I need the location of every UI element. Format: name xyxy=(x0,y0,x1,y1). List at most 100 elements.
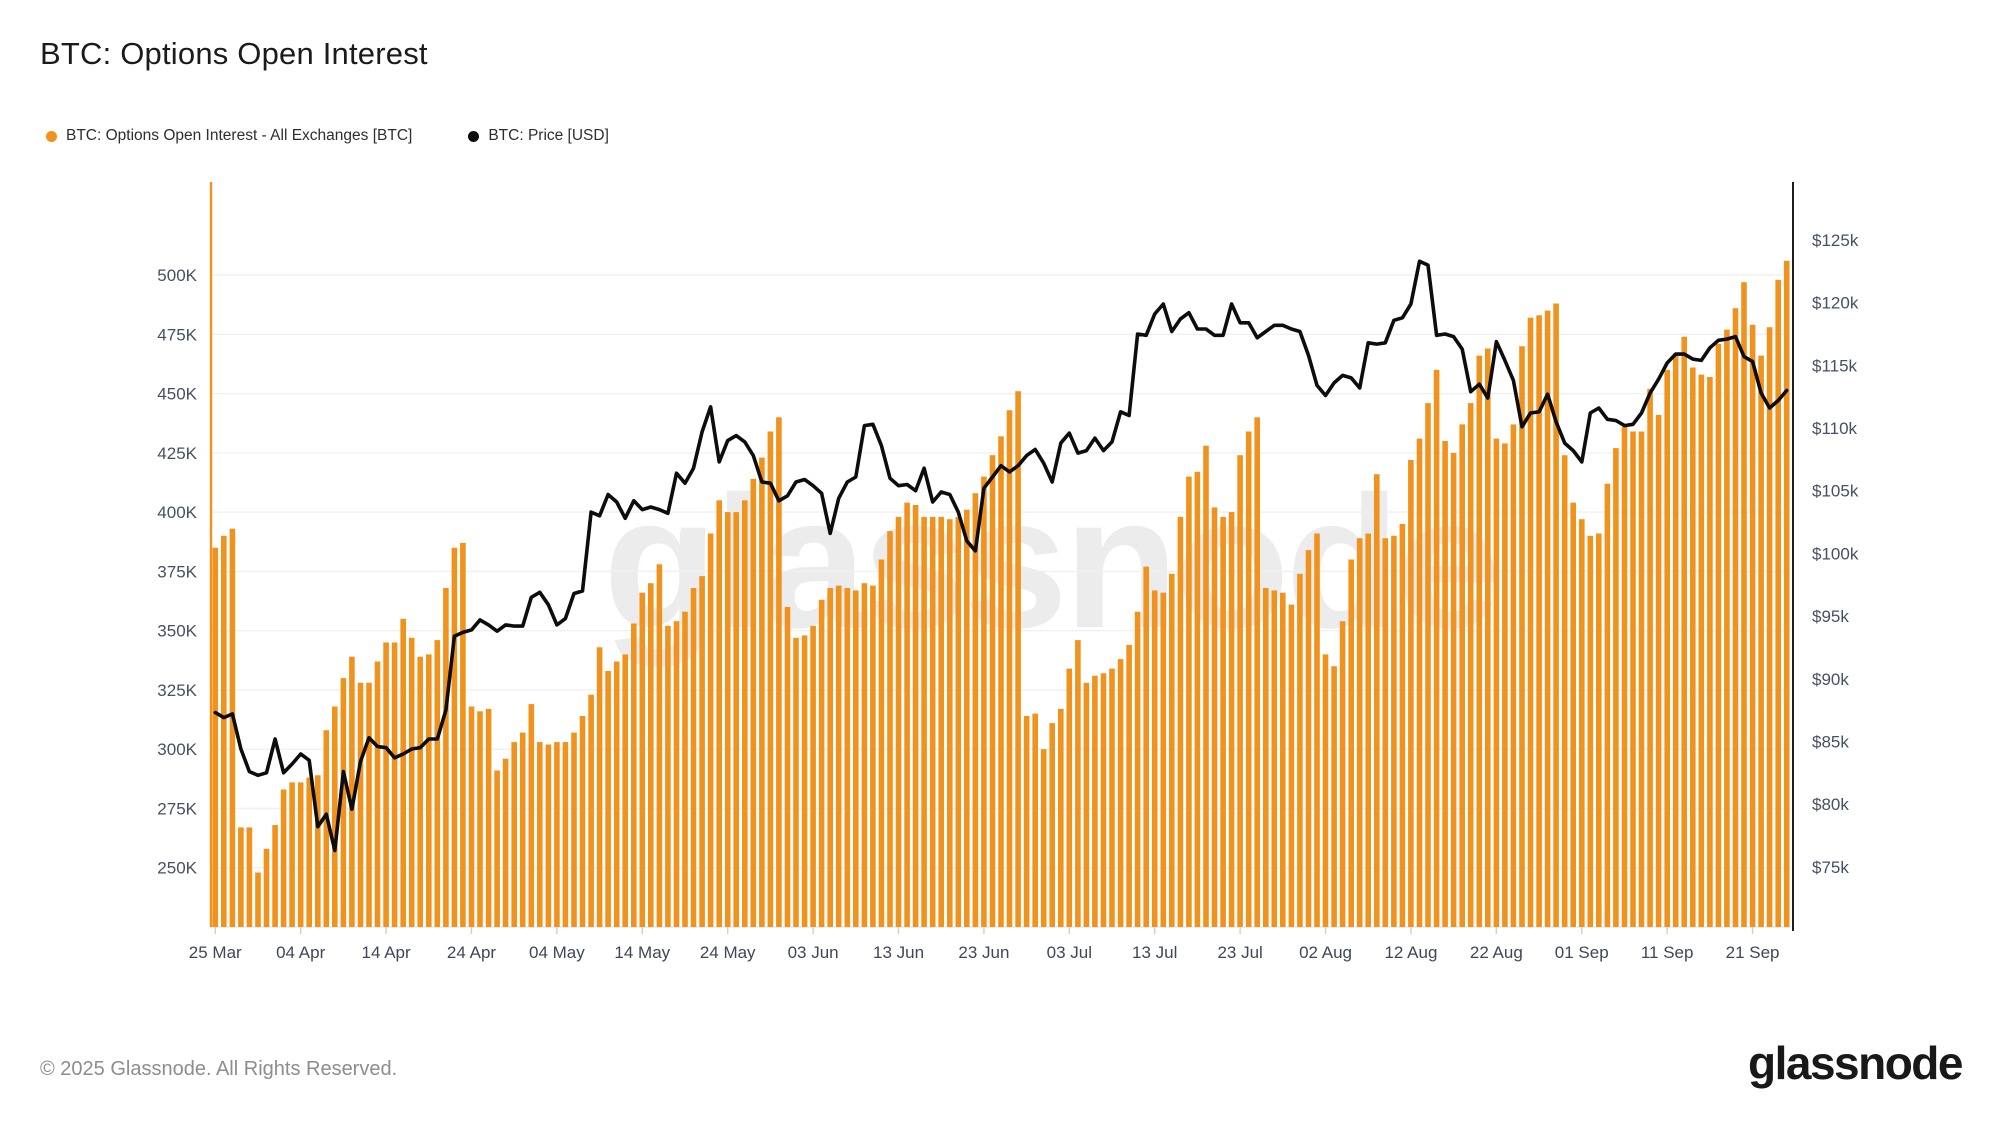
right-axis-tick-label: $90k xyxy=(1812,670,1849,689)
oi-bar xyxy=(1280,592,1286,927)
oi-bar xyxy=(1681,336,1687,927)
oi-bar xyxy=(1399,524,1406,927)
oi-bar xyxy=(315,775,321,927)
oi-bar xyxy=(1245,431,1252,927)
oi-bar xyxy=(972,493,979,927)
oi-bar xyxy=(212,547,219,927)
oi-bar xyxy=(1023,716,1030,927)
oi-bar xyxy=(1134,611,1141,927)
oi-bar xyxy=(1544,310,1551,928)
oi-bar xyxy=(1416,438,1423,927)
legend-item-price[interactable]: BTC: Price [USD] xyxy=(468,127,609,145)
oi-bar xyxy=(408,637,415,927)
left-axis-tick-label: 275K xyxy=(157,799,197,818)
oi-bar xyxy=(1408,460,1414,927)
oi-bar xyxy=(1715,343,1722,927)
oi-bar xyxy=(221,535,227,927)
oi-bar xyxy=(1664,369,1670,927)
oi-bar xyxy=(579,716,586,927)
oi-bar xyxy=(818,599,825,927)
oi-bar xyxy=(562,742,569,927)
oi-bar xyxy=(374,661,381,927)
left-axis-tick-label: 475K xyxy=(157,325,197,344)
right-axis-tick-label: $80k xyxy=(1812,795,1849,814)
oi-bar xyxy=(1638,431,1645,927)
oi-bar xyxy=(349,656,355,927)
x-axis-tick-label: 02 Aug xyxy=(1299,943,1352,962)
oi-bar xyxy=(622,654,628,927)
oi-bar xyxy=(1331,666,1337,927)
oi-bar xyxy=(1493,438,1500,927)
oi-bar xyxy=(1075,640,1081,927)
oi-bar xyxy=(895,516,902,927)
chart-canvas[interactable]: 250K 275K 300K 325K 350K 375K 400K 425K 450K 475K… xyxy=(0,0,2000,1010)
oi-bar xyxy=(1783,260,1790,927)
oi-bar xyxy=(306,777,312,927)
oi-bar xyxy=(1109,668,1115,927)
legend-item-open-interest[interactable]: BTC: Options Open Interest - All Exchang… xyxy=(46,127,412,145)
oi-bar xyxy=(255,872,261,927)
black-dot-icon xyxy=(468,130,480,142)
oi-bar xyxy=(1066,668,1073,927)
oi-bar xyxy=(981,476,987,927)
x-axis-tick-label: 03 Jul xyxy=(1047,943,1092,962)
oi-bar xyxy=(238,827,244,927)
right-axis-tick-label: $100k xyxy=(1812,544,1859,563)
oi-bar xyxy=(784,606,791,927)
oi-bar xyxy=(451,547,458,927)
oi-bar xyxy=(947,519,953,927)
right-axis-tick-label: $115k xyxy=(1812,356,1858,375)
oi-bar xyxy=(511,742,517,927)
oi-bar xyxy=(690,588,697,927)
oi-bar xyxy=(887,531,893,927)
oi-bar xyxy=(477,711,483,927)
oi-bar xyxy=(1766,327,1773,927)
oi-bar xyxy=(1698,374,1705,928)
oi-bar xyxy=(1263,588,1269,927)
x-axis-tick-label: 25 Mar xyxy=(189,943,242,962)
oi-bar xyxy=(1647,388,1653,927)
oi-bar xyxy=(1621,426,1628,927)
oi-bar xyxy=(1433,369,1440,927)
right-axis-tick-label: $95k xyxy=(1812,607,1849,626)
oi-bar xyxy=(673,621,680,927)
oi-bar xyxy=(835,585,842,927)
oi-bar xyxy=(1604,483,1611,927)
x-axis-tick-label: 13 Jun xyxy=(873,943,924,962)
oi-bar xyxy=(1322,654,1329,927)
oi-bar xyxy=(528,704,535,927)
oi-bar xyxy=(571,732,577,927)
chart-title: BTC: Options Open Interest xyxy=(40,36,428,71)
glassnode-logo: glassnode xyxy=(1747,1037,1964,1089)
oi-bar xyxy=(494,770,500,927)
oi-bar xyxy=(1561,455,1568,927)
oi-bar xyxy=(443,588,449,927)
oi-bar xyxy=(742,500,748,927)
oi-bar xyxy=(1442,441,1448,927)
left-axis-tick-label: 400K xyxy=(157,503,197,522)
oi-bar xyxy=(502,758,509,927)
oi-bar xyxy=(955,516,962,927)
oi-bar xyxy=(596,647,603,927)
copyright-text: © 2025 Glassnode. All Rights Reserved. xyxy=(40,1058,398,1080)
oi-bar xyxy=(1040,749,1047,927)
oi-bar xyxy=(853,590,859,927)
oi-bar xyxy=(929,516,936,927)
left-axis-tick-label: 375K xyxy=(157,562,197,581)
oi-bar xyxy=(1237,455,1243,927)
oi-bar xyxy=(665,625,671,927)
oi-bar xyxy=(1177,516,1184,927)
oi-bar xyxy=(964,509,970,927)
right-axis-tick-label: $120k xyxy=(1812,294,1859,313)
legend-label-price: BTC: Price [USD] xyxy=(488,127,609,144)
oi-bar xyxy=(631,623,637,927)
x-axis-tick-label: 04 May xyxy=(529,943,585,962)
oi-bar xyxy=(391,642,398,927)
oi-bar xyxy=(1485,348,1491,927)
oi-bar xyxy=(1596,533,1602,927)
left-axis-tick-label: 450K xyxy=(157,385,197,404)
oi-bar xyxy=(1467,403,1474,928)
oi-bar xyxy=(1049,723,1055,927)
right-axis-tick-label: $125k xyxy=(1812,231,1859,250)
oi-bar xyxy=(1476,355,1483,928)
